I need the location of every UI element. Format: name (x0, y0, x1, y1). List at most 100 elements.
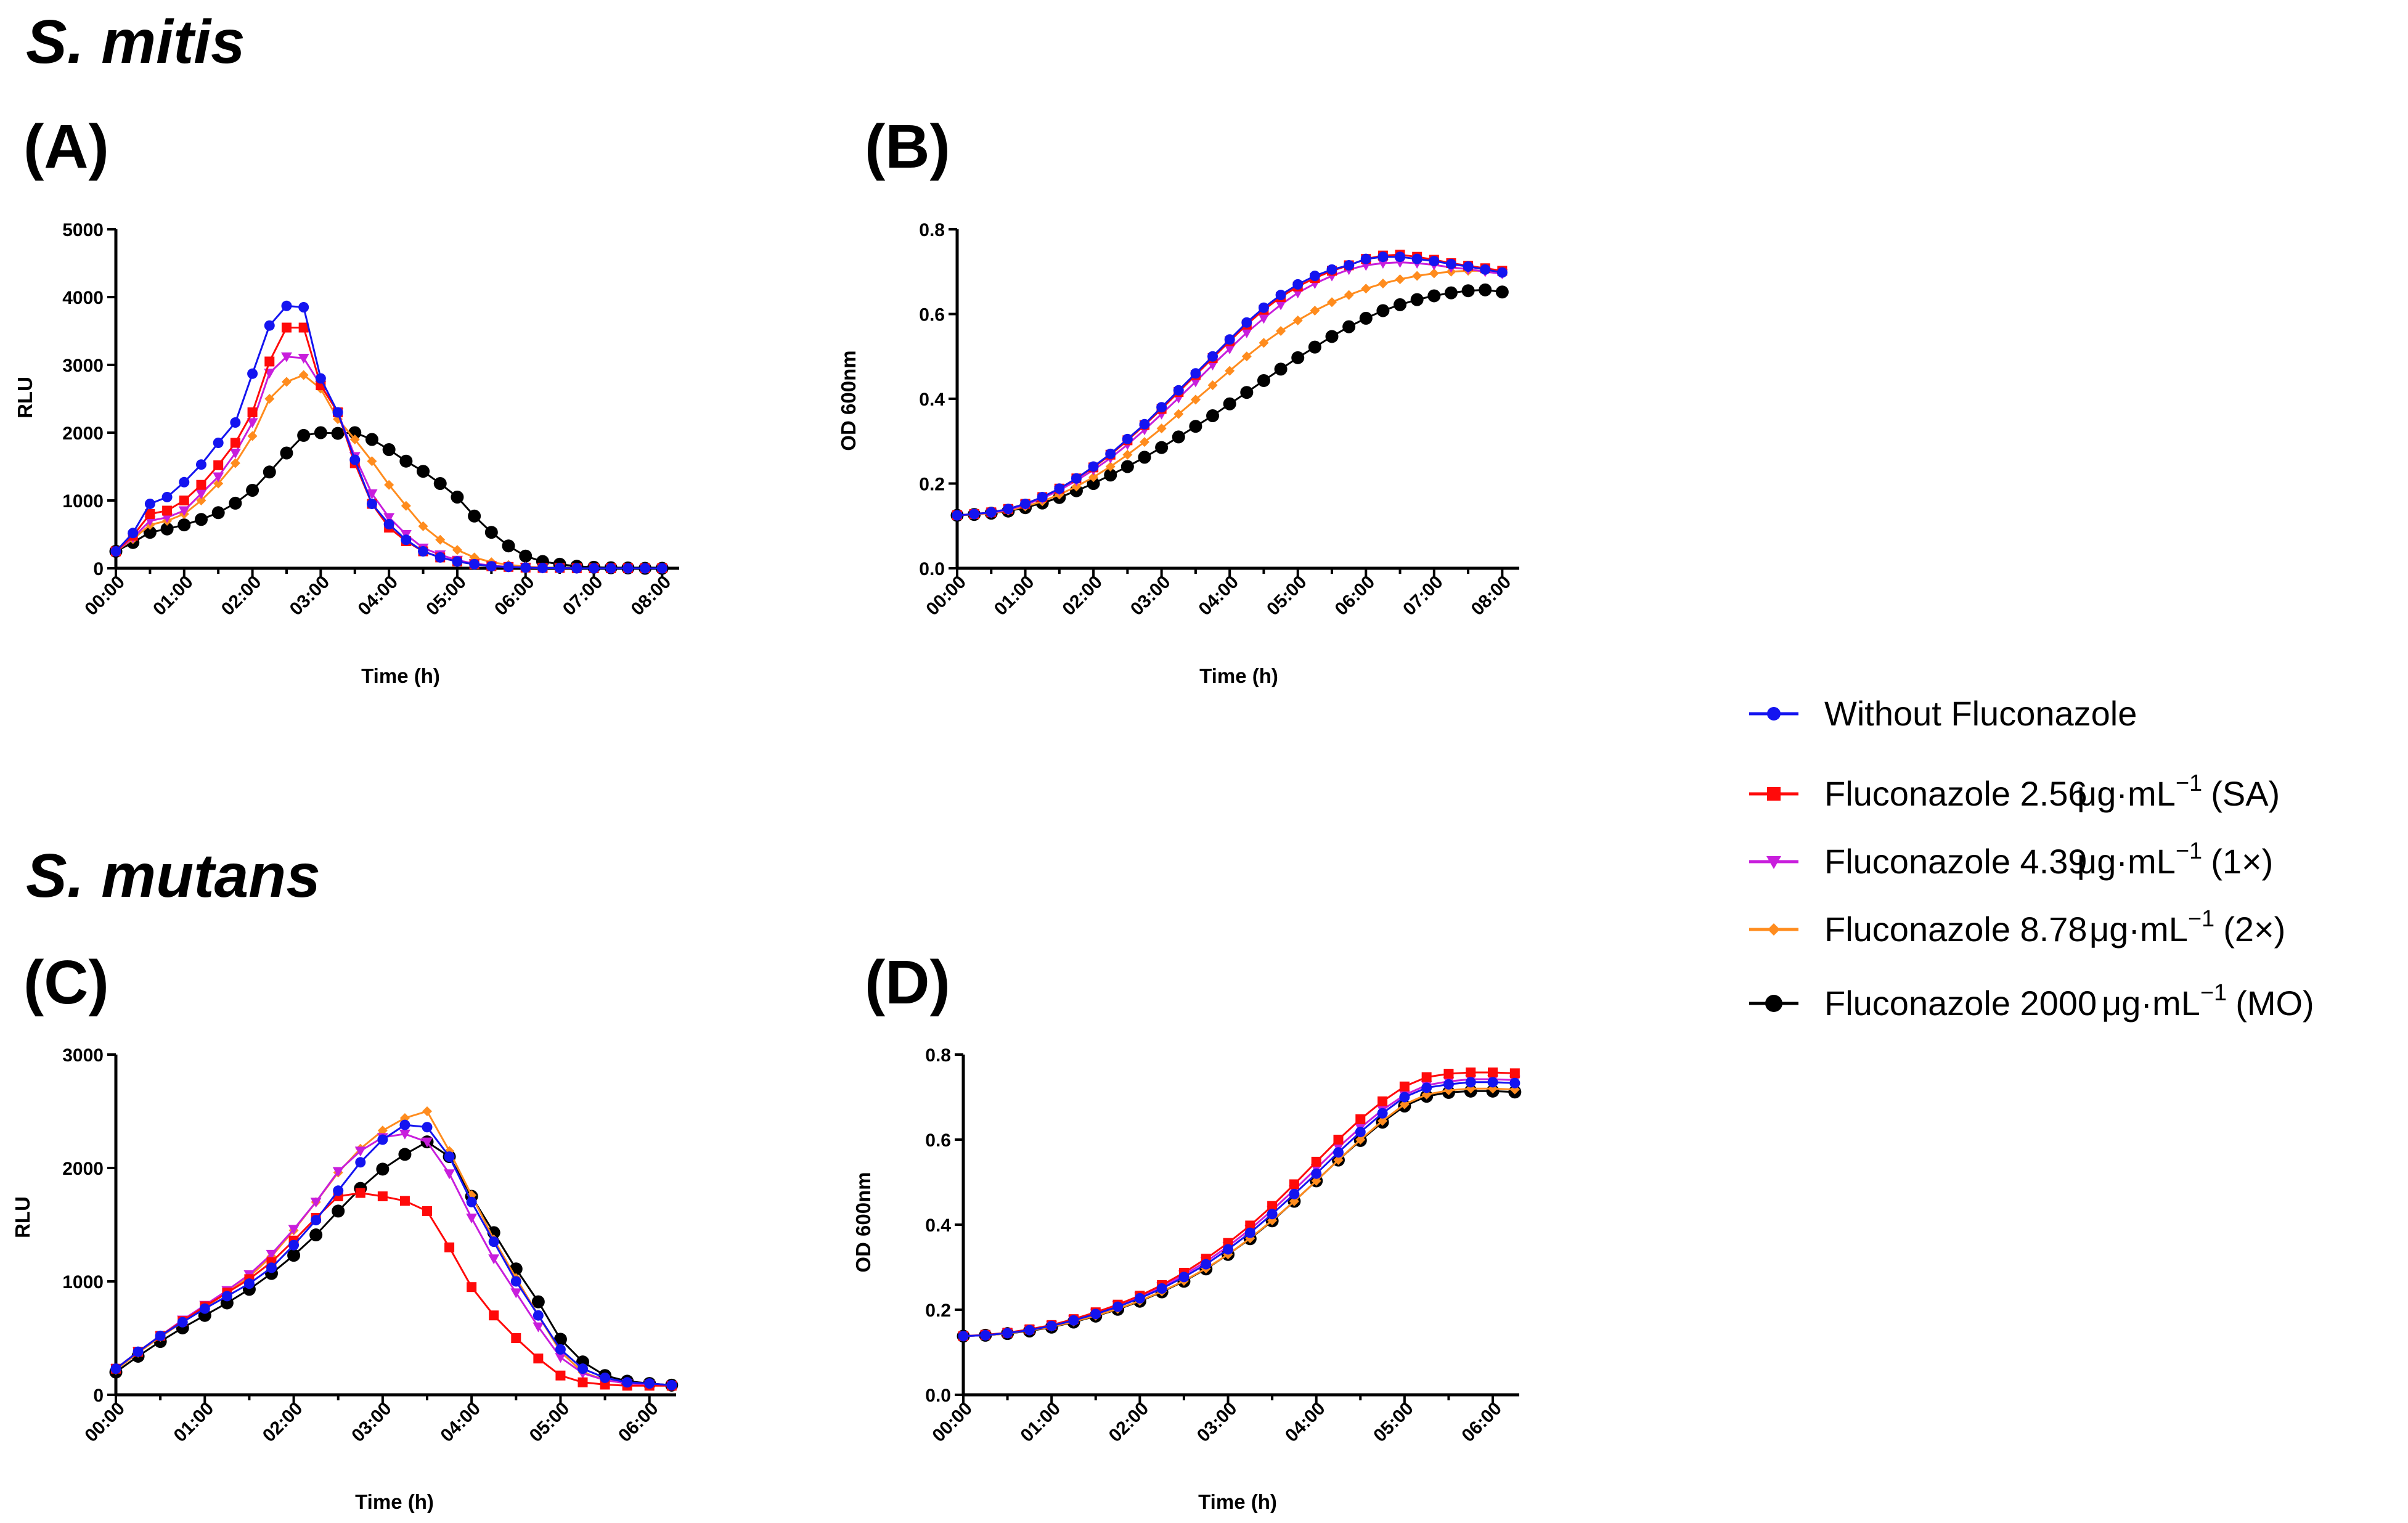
data-point-without-b (1275, 290, 1286, 301)
x-tick-label-c: 02:00 (259, 1398, 307, 1447)
legend-label: Fluconazole 2000 μg·mL−1 (MO) (1824, 980, 2314, 1023)
data-point-x2-b (1395, 274, 1405, 285)
data-point-mo-b (1479, 283, 1492, 296)
data-point-x2-a (367, 456, 377, 467)
x-axis-title-a: Time (h) (361, 664, 440, 687)
data-point-mo-b (1223, 397, 1236, 410)
x-tick-label-a: 06:00 (491, 572, 539, 620)
data-point-sa-a (162, 505, 173, 516)
data-point-x2-c (377, 1125, 388, 1136)
legend-item-without: Without Fluconazole (1749, 694, 2137, 733)
data-point-without-d (1333, 1147, 1344, 1158)
data-point-mo-a (280, 446, 293, 460)
data-point-mo-b (1172, 430, 1185, 444)
data-point-without-d (958, 1331, 969, 1342)
data-point-mo-a (160, 522, 174, 536)
data-point-mo-b (1359, 311, 1373, 325)
data-point-x1-c (354, 1146, 366, 1157)
data-point-mo-a (297, 428, 311, 442)
data-point-mo-a (382, 443, 396, 456)
x-tick-label-d: 04:00 (1281, 1398, 1329, 1447)
data-point-mo-a (365, 433, 378, 446)
x-axis-title-b: Time (h) (1199, 664, 1278, 687)
data-point-x2-b (1412, 271, 1422, 281)
series-line-mo-c (115, 1140, 672, 1386)
data-point-mo-a (417, 465, 430, 478)
y-tick-label-a: 3000 (62, 356, 104, 376)
data-point-sa-d (1509, 1068, 1520, 1079)
data-point-x2-a (247, 431, 258, 441)
data-point-without-d (1487, 1077, 1498, 1088)
data-point-x1-b (1224, 344, 1236, 354)
data-point-x1-a (366, 489, 378, 499)
data-point-without-c (155, 1330, 166, 1341)
data-point-without-b (1224, 334, 1235, 345)
data-point-without-c (666, 1379, 677, 1390)
data-point-without-d (1399, 1092, 1410, 1103)
data-point-without-c (243, 1278, 255, 1289)
data-point-x2-b (1327, 297, 1337, 308)
data-point-without-a (469, 558, 480, 570)
data-point-mo-a (399, 454, 413, 468)
data-point-sa-d (1289, 1179, 1299, 1190)
data-point-mo-b (1087, 477, 1100, 490)
data-point-without-b (1003, 504, 1014, 515)
x-tick-label-c: 00:00 (81, 1398, 129, 1447)
data-point-without-d (1267, 1209, 1278, 1220)
data-point-without-c (110, 1363, 121, 1374)
data-point-without-d (1421, 1082, 1432, 1093)
panel-label-d: (D) (865, 948, 950, 1017)
data-point-sa-c (511, 1333, 521, 1343)
data-point-sa-c (377, 1191, 388, 1201)
data-point-without-d (1355, 1127, 1366, 1138)
data-point-without-a (144, 499, 155, 509)
data-point-sa-a (179, 496, 189, 505)
data-point-x2-b (1190, 394, 1201, 405)
data-point-mo-b (1410, 293, 1424, 306)
species-title-mutans: S. mutans (26, 841, 320, 910)
y-tick-label-d: 0.2 (925, 1300, 951, 1321)
data-point-sa-d (1333, 1135, 1344, 1145)
panel-label-c: (C) (23, 948, 109, 1017)
data-point-without-b (1429, 256, 1440, 267)
y-tick-label-a: 0 (93, 559, 104, 579)
data-point-without-d (1377, 1108, 1388, 1119)
data-point-without-a (554, 562, 565, 573)
data-point-without-b (1037, 492, 1048, 502)
data-point-x2-a (264, 394, 275, 404)
legend-marker (1766, 856, 1781, 869)
data-point-without-c (510, 1276, 521, 1287)
data-point-without-a (213, 438, 224, 448)
data-point-x2-b (1173, 409, 1184, 419)
legend-marker (1765, 995, 1782, 1012)
data-point-x1-c (533, 1322, 544, 1333)
data-point-sa-a (281, 322, 292, 333)
data-point-without-c (444, 1151, 455, 1162)
data-point-mo-c (398, 1148, 412, 1161)
data-point-without-c (199, 1303, 210, 1314)
data-point-without-d (1465, 1077, 1476, 1088)
legend-marker (1767, 787, 1781, 801)
data-point-mo-a (331, 427, 345, 440)
x-tick-label-a: 05:00 (422, 572, 470, 620)
y-axis-title-a: RLU (14, 377, 36, 419)
data-point-sa-c (489, 1310, 499, 1321)
series-line-x2-d (963, 1087, 1515, 1337)
series-line-x1-c (115, 1133, 672, 1386)
data-point-without-a (589, 563, 600, 574)
data-point-without-b (1139, 419, 1150, 430)
data-point-without-c (399, 1119, 410, 1130)
data-point-without-b (1445, 258, 1456, 269)
data-point-without-a (298, 302, 309, 312)
data-point-x2-b (1088, 472, 1099, 483)
data-point-without-b (1411, 253, 1422, 264)
data-point-without-d (1090, 1309, 1101, 1320)
chart-panel-d: Time (h) OD 600nm 0.00.20.40.60.800:00 01… (852, 1045, 1522, 1513)
data-point-without-c (422, 1122, 433, 1133)
data-point-mo-a (229, 496, 242, 510)
data-point-sa-d (1399, 1081, 1410, 1092)
panel-label-a: (A) (23, 112, 109, 181)
data-point-without-b (1122, 433, 1133, 444)
data-point-without-d (1223, 1244, 1234, 1255)
data-point-without-a (349, 454, 361, 465)
